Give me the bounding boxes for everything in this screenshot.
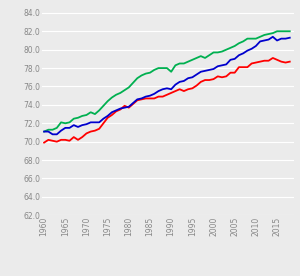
Canada xyxy=(51,128,54,131)
UK xyxy=(85,123,88,126)
Canada xyxy=(106,100,110,103)
Line: Canada: Canada xyxy=(44,31,290,132)
US xyxy=(80,136,84,139)
US xyxy=(68,139,71,142)
US xyxy=(169,91,173,95)
UK xyxy=(51,133,54,136)
UK xyxy=(110,111,114,114)
Canada xyxy=(80,114,84,118)
Line: US: US xyxy=(44,58,290,143)
Canada xyxy=(288,30,292,33)
UK xyxy=(55,133,58,136)
US xyxy=(42,141,46,144)
Canada xyxy=(169,70,173,73)
UK xyxy=(174,83,177,86)
Canada xyxy=(42,130,46,133)
UK xyxy=(72,123,76,127)
US xyxy=(288,60,292,63)
US xyxy=(51,139,54,142)
UK xyxy=(224,63,228,66)
Canada xyxy=(220,50,224,53)
UK xyxy=(42,130,46,133)
US xyxy=(106,116,110,120)
Canada xyxy=(68,121,71,124)
US xyxy=(271,56,275,60)
US xyxy=(220,76,224,79)
Canada xyxy=(275,30,279,33)
UK xyxy=(288,36,292,39)
UK xyxy=(271,35,275,38)
Line: UK: UK xyxy=(44,37,290,134)
